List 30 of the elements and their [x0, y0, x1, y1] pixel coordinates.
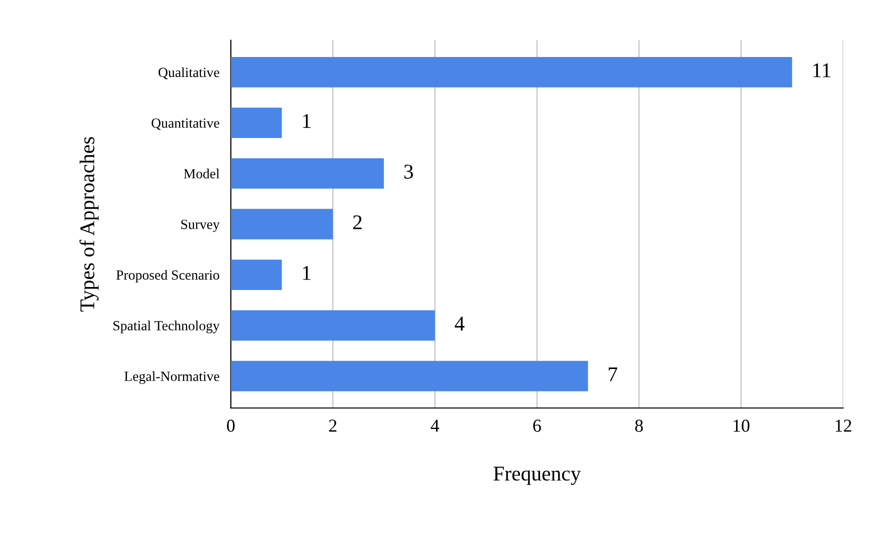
y-tick-label: Model	[184, 168, 220, 178]
data-label: 1	[303, 114, 310, 128]
y-tick-label: Survey	[181, 220, 220, 232]
x-tick-label: 12	[836, 420, 852, 432]
data-label: 3	[404, 164, 413, 179]
bar	[230, 158, 384, 189]
x-tick-label: 4	[430, 420, 440, 432]
bar	[230, 56, 792, 88]
y-axis-title: Types of Approaches	[79, 137, 99, 312]
y-tick-label: Qualitative	[158, 67, 220, 80]
x-tick-label: 0	[226, 420, 235, 432]
x-tick-label: 10	[734, 420, 750, 432]
x-axis-title: Frequency	[494, 466, 581, 485]
y-tick-label: Legal-Normative	[124, 371, 220, 384]
y-tick-label: Spatial Technology	[113, 320, 220, 334]
bar	[230, 260, 282, 290]
bar	[230, 108, 282, 138]
data-label: 1	[303, 266, 310, 280]
y-tick-label: Proposed Scenario	[116, 270, 220, 283]
x-tick-label: 6	[533, 420, 541, 432]
x-tick-label: 2	[329, 420, 336, 432]
data-label: 7	[608, 367, 618, 382]
data-label: 2	[353, 215, 362, 230]
x-tick-label: 8	[635, 420, 643, 432]
bar	[230, 310, 435, 341]
data-label: 11	[813, 63, 830, 78]
bar	[230, 360, 588, 392]
y-tick-label: Quantitative	[152, 118, 220, 130]
bar	[230, 208, 333, 240]
data-label: 4	[454, 316, 464, 330]
